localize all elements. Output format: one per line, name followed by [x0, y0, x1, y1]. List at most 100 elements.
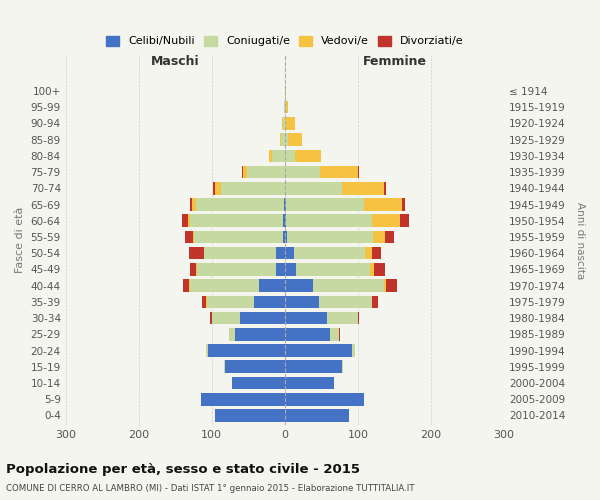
Bar [285, 150, 295, 162]
Bar [188, 214, 190, 227]
Bar [185, 230, 193, 243]
Bar [352, 344, 355, 357]
Legend: Celibi/Nubili, Coniugati/e, Vedovi/e, Divorziati/e: Celibi/Nubili, Coniugati/e, Vedovi/e, Di… [101, 31, 468, 51]
Bar [285, 198, 286, 211]
Bar [182, 214, 188, 227]
Bar [208, 344, 285, 357]
Bar [285, 312, 327, 324]
Bar [194, 230, 283, 243]
Y-axis label: Anni di nascita: Anni di nascita [575, 202, 585, 279]
Bar [285, 263, 296, 276]
Bar [206, 344, 208, 357]
Bar [189, 247, 204, 260]
Bar [400, 214, 409, 227]
Bar [284, 198, 285, 211]
Bar [213, 182, 215, 194]
Y-axis label: Fasce di età: Fasce di età [15, 207, 25, 274]
Bar [201, 393, 285, 406]
Bar [269, 150, 272, 162]
Bar [358, 312, 359, 324]
Bar [373, 247, 381, 260]
Bar [259, 280, 285, 292]
Bar [285, 393, 364, 406]
Bar [287, 230, 373, 243]
Bar [286, 198, 364, 211]
Bar [215, 182, 221, 194]
Bar [212, 312, 239, 324]
Bar [182, 280, 189, 292]
Bar [190, 214, 283, 227]
Bar [206, 296, 254, 308]
Bar [189, 280, 190, 292]
Bar [272, 150, 285, 162]
Bar [386, 280, 397, 292]
Bar [285, 166, 320, 178]
Bar [330, 328, 339, 340]
Bar [192, 198, 196, 211]
Bar [243, 166, 247, 178]
Bar [293, 247, 365, 260]
Bar [204, 247, 205, 260]
Bar [286, 101, 289, 114]
Bar [384, 280, 386, 292]
Bar [285, 214, 286, 227]
Bar [283, 117, 285, 130]
Bar [373, 230, 385, 243]
Bar [319, 296, 372, 308]
Bar [232, 376, 285, 390]
Bar [289, 134, 302, 146]
Bar [190, 263, 196, 276]
Bar [284, 101, 285, 114]
Bar [221, 182, 285, 194]
Bar [285, 280, 313, 292]
Bar [224, 360, 225, 373]
Bar [285, 344, 352, 357]
Bar [197, 263, 276, 276]
Bar [190, 280, 259, 292]
Bar [285, 182, 342, 194]
Bar [365, 247, 373, 260]
Bar [285, 360, 342, 373]
Bar [210, 312, 212, 324]
Text: Popolazione per età, sesso e stato civile - 2015: Popolazione per età, sesso e stato civil… [6, 462, 360, 475]
Bar [285, 101, 286, 114]
Bar [280, 134, 281, 146]
Bar [374, 263, 385, 276]
Bar [327, 312, 358, 324]
Bar [339, 328, 340, 340]
Bar [229, 328, 235, 340]
Bar [193, 230, 194, 243]
Bar [313, 280, 384, 292]
Bar [196, 198, 284, 211]
Bar [320, 166, 358, 178]
Bar [342, 360, 343, 373]
Bar [285, 230, 287, 243]
Bar [285, 328, 330, 340]
Bar [296, 263, 370, 276]
Bar [358, 166, 359, 178]
Bar [282, 117, 283, 130]
Bar [202, 296, 206, 308]
Bar [281, 134, 285, 146]
Bar [320, 150, 322, 162]
Bar [285, 84, 286, 98]
Bar [242, 166, 243, 178]
Text: Femmine: Femmine [362, 55, 427, 68]
Bar [370, 263, 374, 276]
Bar [283, 230, 285, 243]
Bar [285, 247, 293, 260]
Bar [239, 312, 285, 324]
Bar [285, 134, 289, 146]
Bar [225, 360, 285, 373]
Bar [372, 296, 373, 308]
Bar [254, 296, 285, 308]
Text: Maschi: Maschi [151, 55, 200, 68]
Bar [247, 166, 285, 178]
Bar [215, 409, 285, 422]
Bar [385, 230, 394, 243]
Bar [384, 182, 386, 194]
Bar [235, 328, 285, 340]
Bar [285, 117, 286, 130]
Bar [286, 117, 295, 130]
Bar [196, 263, 197, 276]
